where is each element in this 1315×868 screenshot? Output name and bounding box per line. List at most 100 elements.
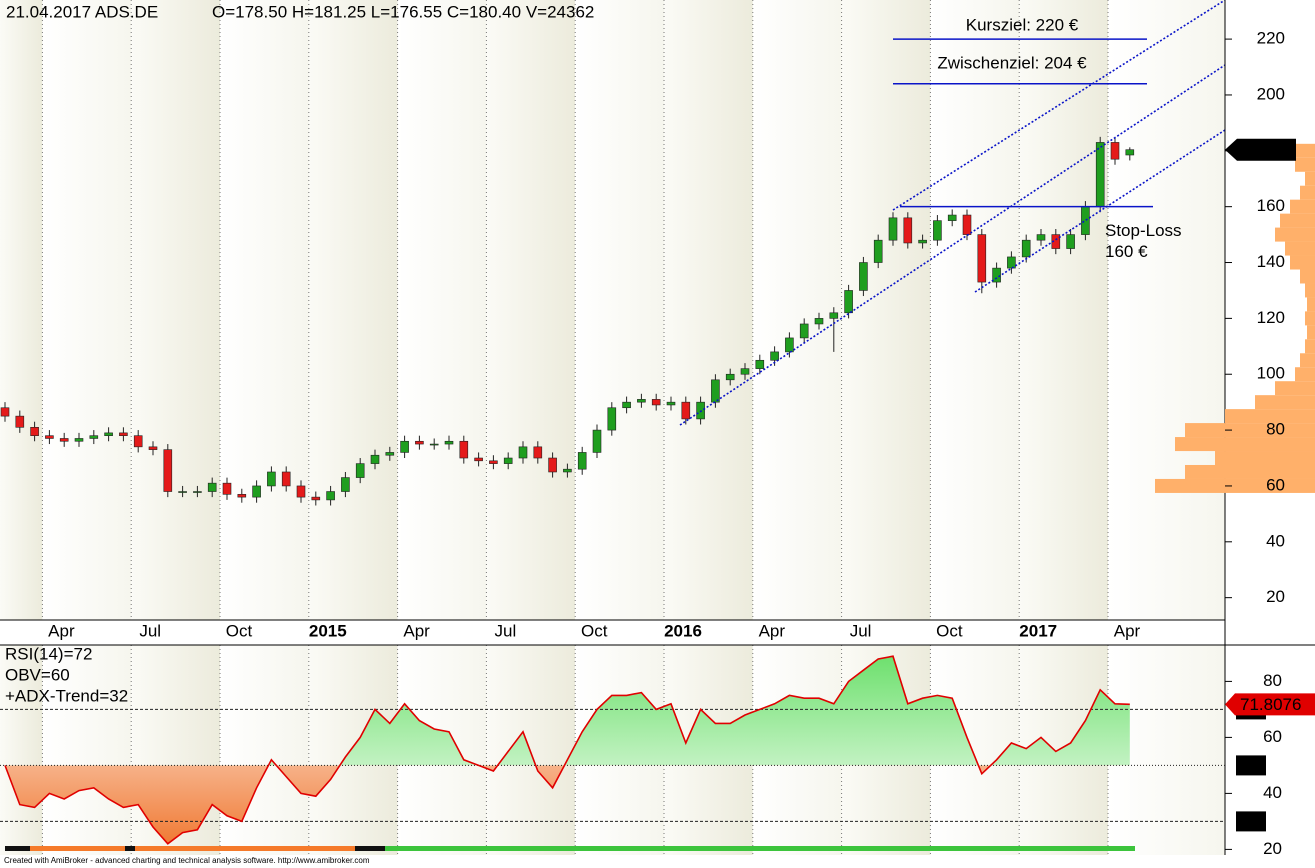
legend-text: OBV=60 [5, 665, 70, 684]
candle-body [859, 262, 868, 291]
background-band [131, 0, 220, 620]
candle-body [977, 234, 987, 283]
x-tick-label: Oct [936, 621, 963, 640]
candle-body [651, 399, 661, 406]
candle-body [385, 452, 395, 456]
volume-profile-bar [1300, 269, 1315, 284]
last-price-badge [1225, 138, 1296, 161]
x-tick-label: Jul [495, 621, 517, 640]
volume-profile-bar [1255, 395, 1315, 410]
candle-body [370, 454, 380, 464]
volume-profile-bar [1275, 227, 1315, 242]
candle-body [785, 337, 794, 353]
candle-body [429, 443, 439, 446]
x-tick-label: Apr [48, 621, 75, 640]
candle-body [711, 379, 720, 403]
legend-text: +ADX-Trend=32 [5, 686, 128, 705]
candle-body [207, 482, 217, 492]
volume-profile-bar [1225, 409, 1315, 424]
y-tick-label: 100 [1257, 364, 1285, 383]
candle-body [829, 312, 839, 319]
volume-profile-bar [1215, 451, 1315, 466]
candle-body [503, 457, 513, 464]
annotation-text: Zwischenziel: 204 € [937, 53, 1087, 72]
trend-channel [679, 0, 1226, 426]
volume-profile-bar [1185, 464, 1315, 479]
level-badge [1236, 811, 1266, 832]
volume-profile-bar [1290, 199, 1315, 214]
candle-body [474, 457, 483, 462]
candle-body [947, 214, 957, 221]
candle-body [237, 494, 247, 498]
background-band [0, 0, 43, 620]
candle-body [681, 401, 691, 420]
candle-body [222, 482, 232, 495]
background-band [575, 0, 664, 620]
y-tick-label: 20 [1266, 587, 1285, 606]
strip [355, 846, 385, 851]
volume-profile-bar [1307, 297, 1315, 312]
y-tick-label: 60 [1263, 727, 1282, 746]
candle-body [415, 440, 424, 445]
candle-body [814, 318, 824, 325]
x-tick-label: 2016 [664, 621, 702, 640]
candle-body [1081, 206, 1090, 235]
candle-body [607, 407, 617, 431]
x-tick-label: Oct [226, 621, 253, 640]
candle-body [444, 440, 454, 445]
rsi-fill-down [5, 765, 991, 844]
candle-body [740, 368, 750, 375]
x-axis-band [0, 620, 1315, 645]
y-tick-label: 20 [1263, 839, 1282, 858]
candle-body [489, 460, 498, 464]
annotation-text: 160 € [1105, 242, 1148, 261]
channel-line [679, 64, 1226, 426]
candle-body [104, 432, 113, 436]
background-band [0, 645, 43, 855]
volume-profile-bar [1175, 437, 1315, 452]
y-tick-label: 140 [1257, 252, 1285, 271]
candle-body [400, 440, 409, 453]
last-value-label: 71.8076 [1240, 695, 1301, 714]
background-band [42, 0, 132, 620]
volume-profile-bar [1305, 339, 1315, 354]
candle-body [252, 485, 261, 498]
candle-body [962, 214, 972, 235]
candle-body [267, 471, 276, 487]
x-tick-label: Jul [850, 621, 872, 640]
x-tick-label: 2015 [309, 621, 347, 640]
candle-body [1066, 234, 1075, 249]
candle-body [563, 468, 572, 473]
candle-body [1036, 234, 1046, 241]
last-value-badge [1225, 693, 1315, 716]
candle-body [770, 351, 779, 361]
x-tick-label: Oct [581, 621, 608, 640]
candle-body [1021, 239, 1031, 258]
candle-body [622, 401, 631, 409]
legend-text: RSI(14)=72 [5, 644, 92, 663]
y-tick-label: 40 [1266, 531, 1285, 550]
y-tick-label: 160 [1257, 196, 1285, 215]
y-tick-label: 220 [1257, 29, 1285, 48]
adx-strip [5, 846, 1135, 851]
candle-body [1095, 142, 1105, 207]
background-band [752, 0, 842, 620]
candle-body [311, 496, 321, 501]
candle-body [281, 471, 291, 487]
candle-body [637, 399, 646, 403]
candle-body [533, 446, 543, 459]
y-tick-label: 120 [1257, 308, 1285, 327]
candle-body [918, 239, 927, 244]
background-band [664, 0, 753, 620]
volume-profile-bar [1305, 283, 1315, 298]
candle-body [59, 438, 69, 442]
strip [30, 846, 125, 851]
background-band [930, 0, 1020, 620]
candle-body [341, 477, 350, 492]
volume-profile-bar [1280, 213, 1315, 228]
background-band [397, 0, 487, 620]
background-band [486, 645, 576, 855]
background-band [486, 0, 576, 620]
volume-profile-bar [1185, 423, 1315, 438]
